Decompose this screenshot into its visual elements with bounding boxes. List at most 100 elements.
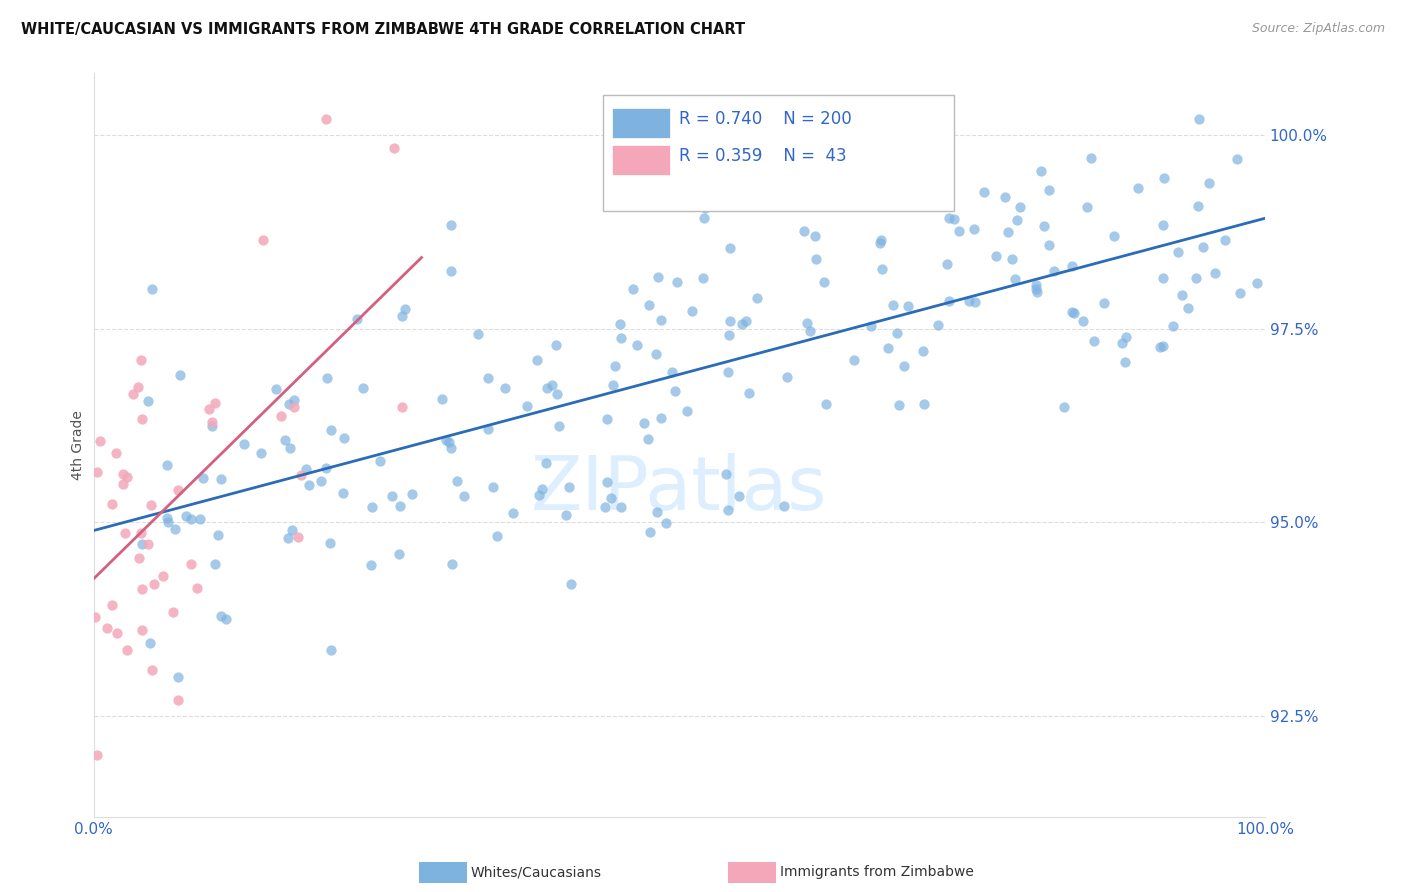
Point	[842, 352, 865, 367]
Point	[319, 423, 342, 437]
Point	[1060, 259, 1083, 273]
Point	[645, 347, 668, 361]
Point	[938, 293, 960, 308]
Point	[131, 412, 153, 426]
Text: Source: ZipAtlas.com: Source: ZipAtlas.com	[1251, 22, 1385, 36]
Point	[388, 499, 411, 513]
Point	[912, 343, 935, 358]
Point	[283, 393, 305, 408]
Point	[882, 297, 904, 311]
Point	[1038, 183, 1060, 197]
Point	[360, 558, 382, 573]
Point	[548, 418, 571, 433]
Point	[163, 522, 186, 536]
Point	[893, 359, 915, 373]
Point	[610, 331, 633, 345]
Point	[315, 370, 337, 384]
Point	[477, 421, 499, 435]
Point	[169, 368, 191, 383]
Point	[440, 264, 463, 278]
Point	[530, 482, 553, 496]
Point	[1025, 285, 1047, 300]
Point	[1076, 200, 1098, 214]
Point	[1025, 278, 1047, 293]
Point	[115, 469, 138, 483]
Point	[157, 515, 180, 529]
Point	[502, 506, 524, 520]
Point	[860, 319, 883, 334]
Point	[984, 249, 1007, 263]
Point	[1177, 301, 1199, 315]
Point	[720, 241, 742, 255]
Point	[440, 218, 463, 232]
Point	[1114, 354, 1136, 368]
Point	[738, 386, 761, 401]
Point	[735, 314, 758, 328]
Point	[638, 524, 661, 539]
Point	[897, 300, 920, 314]
Point	[283, 400, 305, 414]
Point	[209, 609, 232, 624]
Point	[167, 483, 190, 498]
Y-axis label: 4th Grade: 4th Grade	[72, 410, 86, 480]
Point	[198, 401, 221, 416]
Point	[101, 497, 124, 511]
Point	[277, 531, 299, 545]
Point	[870, 233, 893, 247]
Point	[621, 282, 644, 296]
Point	[114, 525, 136, 540]
Point	[692, 270, 714, 285]
Point	[540, 378, 562, 392]
Point	[1083, 334, 1105, 349]
Point	[1185, 270, 1208, 285]
Point	[799, 324, 821, 338]
Point	[1092, 295, 1115, 310]
Point	[1126, 181, 1149, 195]
Point	[1104, 228, 1126, 243]
Point	[602, 378, 624, 392]
Point	[813, 275, 835, 289]
Point	[207, 528, 229, 542]
Point	[693, 211, 716, 225]
Point	[1008, 200, 1031, 214]
Point	[201, 418, 224, 433]
Point	[997, 225, 1019, 239]
Text: R = 0.359    N =  43: R = 0.359 N = 43	[679, 147, 846, 165]
Point	[1152, 271, 1174, 285]
Point	[136, 536, 159, 550]
Point	[748, 197, 770, 211]
Point	[605, 359, 627, 373]
Point	[264, 383, 287, 397]
Point	[693, 201, 716, 215]
Point	[131, 537, 153, 551]
Point	[467, 327, 489, 342]
FancyBboxPatch shape	[613, 145, 669, 175]
Point	[942, 212, 965, 227]
Point	[129, 525, 152, 540]
Point	[1152, 339, 1174, 353]
Point	[1171, 288, 1194, 302]
Point	[1115, 330, 1137, 344]
Point	[558, 480, 581, 494]
Point	[650, 411, 672, 425]
Point	[963, 222, 986, 236]
Point	[963, 294, 986, 309]
Point	[318, 536, 340, 550]
Point	[526, 353, 548, 368]
FancyBboxPatch shape	[603, 95, 955, 211]
Point	[804, 252, 827, 266]
Point	[440, 441, 463, 455]
Point	[86, 465, 108, 479]
Point	[1187, 199, 1209, 213]
Point	[252, 233, 274, 247]
Point	[1080, 151, 1102, 165]
Point	[115, 642, 138, 657]
Point	[1071, 314, 1094, 328]
Point	[1215, 233, 1237, 247]
Point	[793, 224, 815, 238]
Point	[1198, 176, 1220, 190]
Point	[633, 417, 655, 431]
Point	[391, 400, 413, 414]
Point	[188, 511, 211, 525]
Point	[388, 547, 411, 561]
